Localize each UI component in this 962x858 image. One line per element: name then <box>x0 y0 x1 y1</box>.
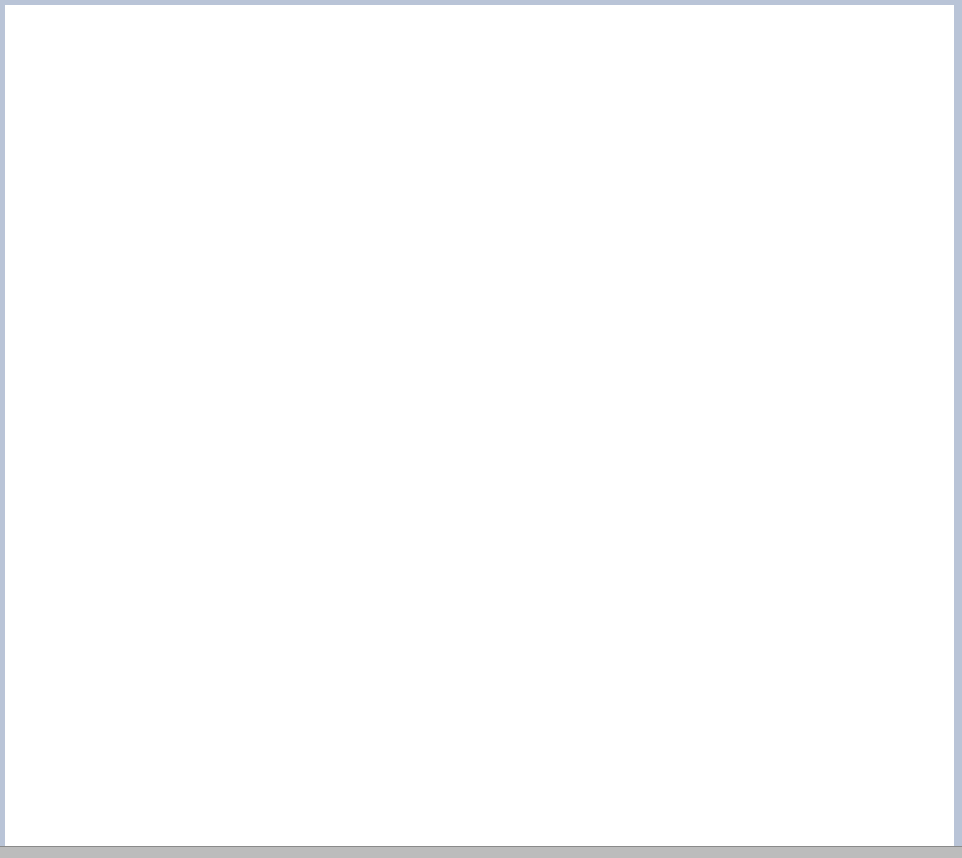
window-frame-left <box>0 0 5 846</box>
window-frame-right <box>954 0 962 846</box>
horizontal-scrollbar[interactable] <box>0 846 962 858</box>
window-frame-top <box>0 0 962 5</box>
